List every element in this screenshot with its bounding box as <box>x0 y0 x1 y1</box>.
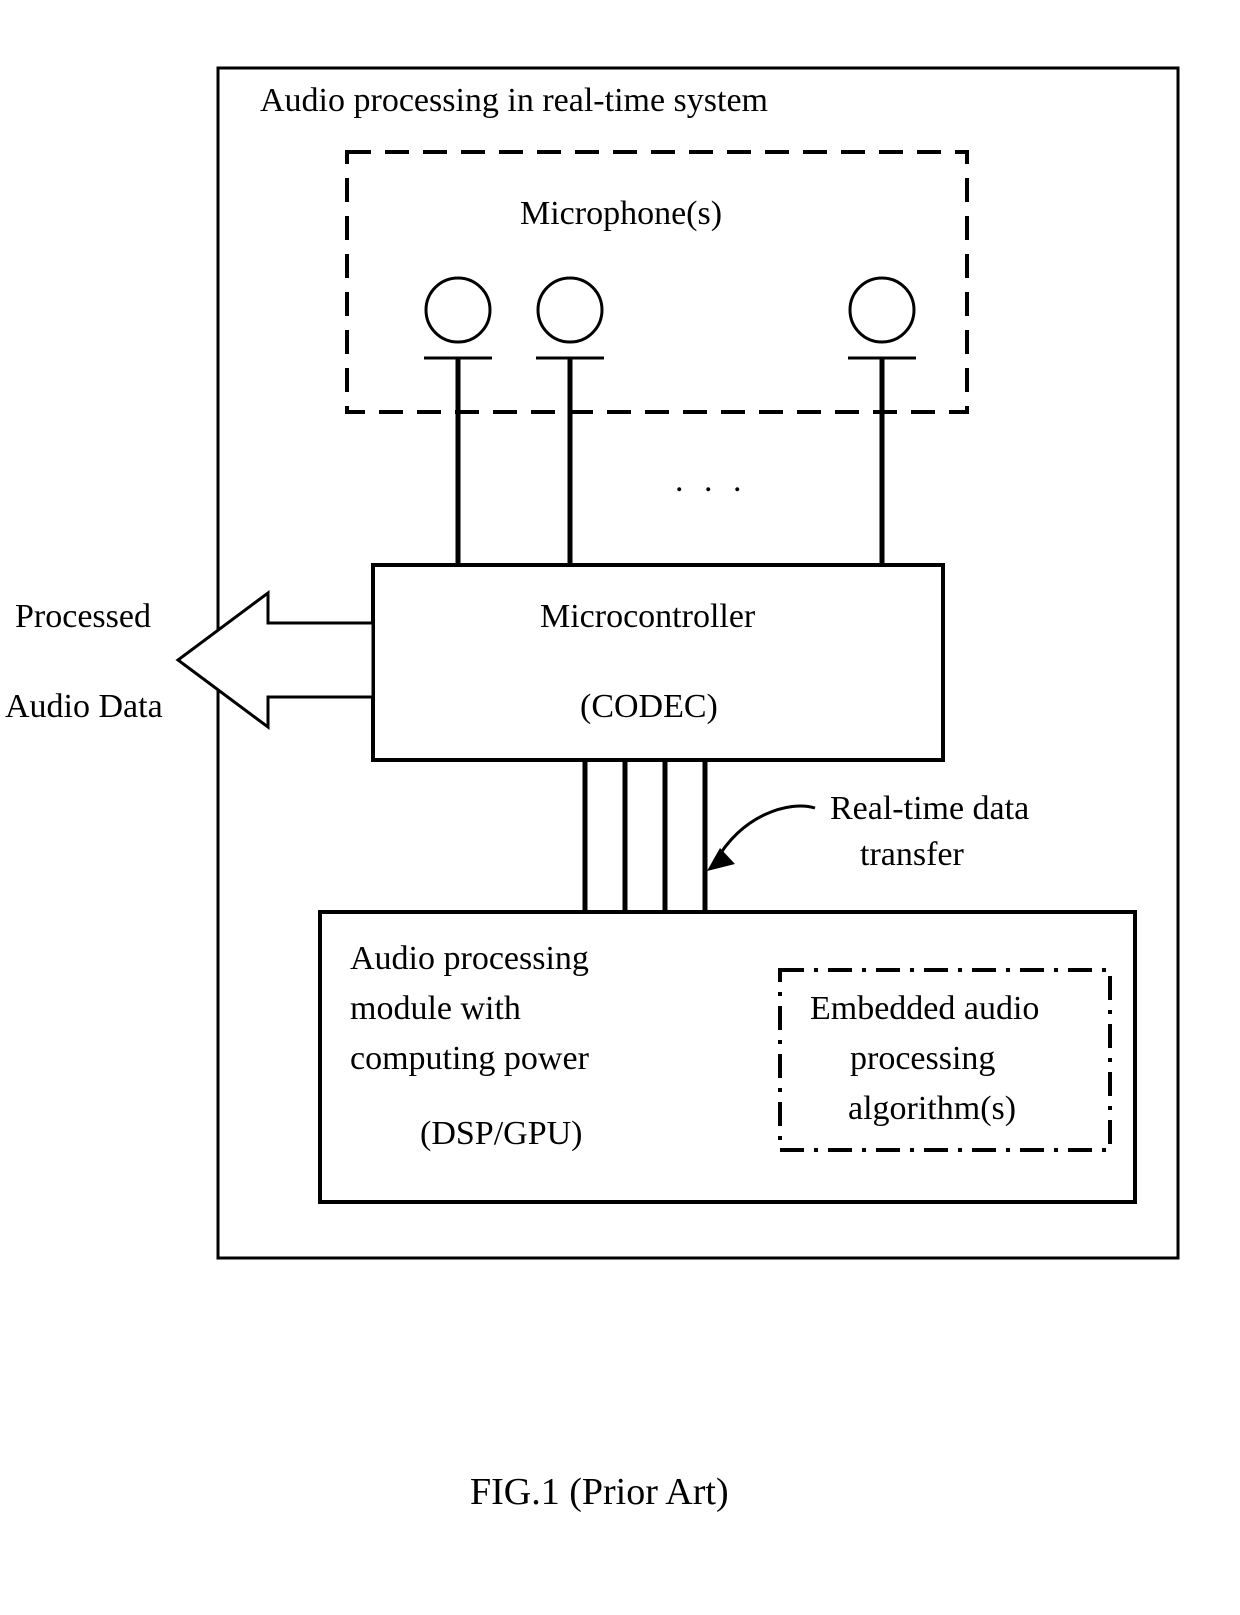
ellipsis-label: . . . <box>675 462 748 500</box>
mic-label: Microphone(s) <box>520 195 722 233</box>
mic-circle-3 <box>850 278 914 342</box>
diagram-svg <box>0 0 1240 1615</box>
controller-label-2: (CODEC) <box>580 688 718 726</box>
mic-circle-1 <box>426 278 490 342</box>
embedded-label-1: Embedded audio <box>810 990 1039 1028</box>
transfer-label-2: transfer <box>860 836 964 874</box>
output-arrow <box>178 593 373 727</box>
figure-caption: FIG.1 (Prior Art) <box>470 1470 729 1514</box>
controller-label-1: Microcontroller <box>540 598 755 636</box>
audio-module-label-1: Audio processing <box>350 940 589 978</box>
output-label-1: Processed <box>15 598 151 636</box>
callout-arrowhead <box>707 848 735 871</box>
audio-module-label-3: computing power <box>350 1040 589 1078</box>
mic-circle-2 <box>538 278 602 342</box>
audio-module-label-4: (DSP/GPU) <box>420 1115 582 1153</box>
callout-curve <box>715 806 815 863</box>
output-label-2: Audio Data <box>5 688 163 726</box>
title-label: Audio processing in real-time system <box>260 82 768 120</box>
audio-module-label-2: module with <box>350 990 521 1028</box>
embedded-label-3: algorithm(s) <box>848 1090 1016 1128</box>
embedded-label-2: processing <box>850 1040 995 1078</box>
controller-box <box>373 565 943 760</box>
transfer-label-1: Real-time data <box>830 790 1029 828</box>
